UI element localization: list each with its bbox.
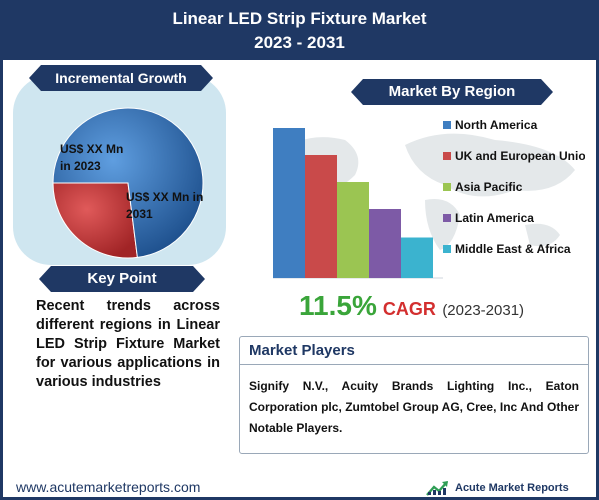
bar-middle-east-africa — [401, 237, 433, 278]
bar-latin-america — [369, 209, 401, 278]
incremental-growth-heading: Incremental Growth — [29, 65, 213, 91]
market-by-region-chart: North America UK and European Union Asia P… — [273, 118, 585, 279]
legend-swatch — [443, 245, 451, 253]
market-players-box: Market Players Signify N.V., Acuity Bran… — [239, 336, 589, 454]
page-subtitle: 2023 - 2031 — [254, 33, 345, 52]
bar-uk-and-european-union — [305, 155, 337, 278]
cagr-line: 11.5% CAGR (2023-2031) — [299, 290, 524, 322]
legend-swatch — [443, 183, 451, 191]
market-by-region-heading: Market By Region — [351, 79, 553, 105]
legend-label: UK and European Union — [455, 149, 585, 163]
brand-logo: Acute Market Reports — [426, 480, 569, 497]
key-point-text: Recent trends across different regions i… — [36, 298, 220, 390]
pie-slice-2031 — [52, 107, 204, 258]
market-players-heading: Market Players — [240, 337, 588, 365]
legend-swatch — [443, 214, 451, 222]
website-link[interactable]: www.acutemarketreports.com — [16, 479, 201, 495]
bar-north-america — [273, 128, 305, 278]
bar-asia-pacific — [337, 182, 369, 278]
cagr-period: (2023-2031) — [442, 302, 525, 319]
pie-label-2023: US$ XX Mn in 2023 — [60, 142, 123, 173]
cagr-label: CAGR — [382, 299, 436, 319]
pie-slice-2023 — [52, 182, 138, 259]
legend-label: Latin America — [455, 211, 534, 225]
legend-label: Middle East & Africa — [455, 242, 571, 256]
market-players-text: Signify N.V., Acuity Brands Lighting Inc… — [249, 379, 579, 435]
growth-pie-chart: US$ XX Mn in 2023 US$ XX Mn in 2031 — [52, 107, 204, 259]
page-title: Linear LED Strip Fixture Market — [172, 9, 427, 28]
logo-text: Acute Market Reports — [455, 481, 569, 494]
cagr-value: 11.5% — [299, 290, 377, 321]
logo-chart-icon — [426, 481, 448, 496]
key-point-heading: Key Point — [39, 266, 205, 292]
pie-label-2031: US$ XX Mn in 2031 — [126, 190, 203, 221]
legend-swatch — [443, 121, 451, 129]
legend-swatch — [443, 152, 451, 160]
legend-label: North America — [455, 118, 538, 132]
title-bar: Linear LED Strip Fixture Market 2023 - 2… — [3, 3, 596, 60]
legend-label: Asia Pacific — [455, 180, 523, 194]
